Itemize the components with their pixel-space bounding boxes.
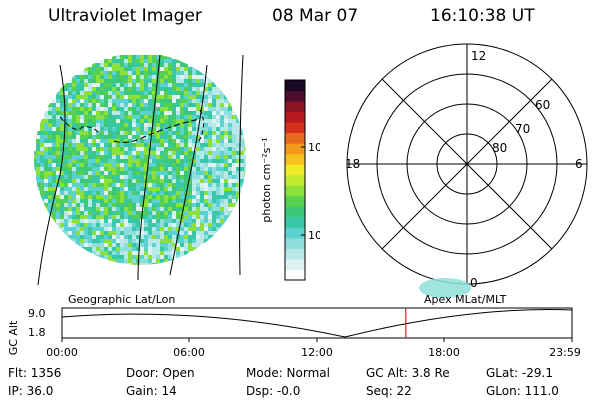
colorbar-segment xyxy=(285,227,305,239)
colorbar-unit-label: photon cm⁻²s⁻¹ xyxy=(260,137,273,222)
lat-label-70: 70 xyxy=(515,122,530,136)
geographic-grid-lines xyxy=(37,55,244,286)
door-status: Door: Open xyxy=(126,366,195,380)
observation-date: 08 Mar 07 xyxy=(272,6,359,26)
timeline-left-title: Geographic Lat/Lon xyxy=(68,293,176,306)
orbit-altitude-timeline: GC Alt 9.0 1.8 00:00 06:00 12:00 18:00 2… xyxy=(7,307,581,359)
timeline-y-axis-label: GC Alt xyxy=(7,320,20,355)
timeline-right-title: Apex MLat/MLT xyxy=(424,293,507,306)
colorbar-tick-10: 10 xyxy=(308,229,320,242)
sequence-number: Seq: 22 xyxy=(366,384,412,398)
colorbar-segment xyxy=(285,195,305,207)
mlt-label-18: 18 xyxy=(345,157,360,171)
gc-altitude: GC Alt: 3.8 Re xyxy=(366,366,450,380)
mlt-label-0: 0 xyxy=(470,276,478,290)
altitude-curve xyxy=(61,309,573,338)
colorbar-segment xyxy=(285,143,305,155)
colorbar-segment xyxy=(285,80,305,92)
latitude-rings xyxy=(346,43,588,285)
colorbar-segment xyxy=(285,153,305,165)
timeline-xtick-1800: 18:00 xyxy=(428,346,460,359)
dsp-value: Dsp: -0.0 xyxy=(246,384,301,398)
timeline-ytick-1-8: 1.8 xyxy=(28,326,46,339)
polar-emission-spot xyxy=(419,278,471,298)
colorbar-segment xyxy=(285,258,305,270)
colorbar-segment xyxy=(285,237,305,249)
colorbar-segment xyxy=(285,164,305,176)
colorbar-segment xyxy=(285,216,305,228)
colorbar-segment xyxy=(285,132,305,144)
colorbar-segment xyxy=(285,111,305,123)
timeline-xtick-0000: 00:00 xyxy=(46,346,78,359)
lat-label-60: 60 xyxy=(535,98,550,112)
colorbar-segment xyxy=(285,269,305,281)
gain-value: Gain: 14 xyxy=(126,384,177,398)
colorbar-tick-100: 100 xyxy=(308,141,320,154)
instrument-title: Ultraviolet Imager xyxy=(48,6,202,26)
flight-number: Flt: 1356 xyxy=(8,366,62,380)
mlt-label-6: 6 xyxy=(575,157,583,171)
colorbar-segment xyxy=(285,90,305,102)
timeline-xtick-0600: 06:00 xyxy=(173,346,205,359)
colorbar-segment xyxy=(285,185,305,197)
timeline-ytick-9: 9.0 xyxy=(28,307,46,320)
mlt-label-12: 12 xyxy=(471,49,486,63)
mode-status: Mode: Normal xyxy=(246,366,330,380)
intensity-colorbar: photon cm⁻²s⁻¹ 100 10 xyxy=(260,79,320,281)
colorbar-segment xyxy=(285,122,305,134)
ip-value: IP: 36.0 xyxy=(8,384,54,398)
uv-emission-pixels xyxy=(34,55,246,265)
observation-time: 16:10:38 UT xyxy=(430,6,535,26)
geographic-longitude: GLon: 111.0 xyxy=(486,384,559,398)
polar-mlt-plot: 12 18 6 0 60 70 80 xyxy=(345,43,588,298)
colorbar-segment xyxy=(285,174,305,186)
colorbar-segment xyxy=(285,101,305,113)
geographic-latitude: GLat: -29.1 xyxy=(486,366,553,380)
lat-label-80: 80 xyxy=(492,141,507,155)
colorbar-segment xyxy=(285,248,305,260)
colorbar-segment xyxy=(285,206,305,218)
uv-image-panel xyxy=(34,55,246,286)
timeline-xtick-2359: 23:59 xyxy=(549,346,581,359)
timeline-xtick-1200: 12:00 xyxy=(301,346,333,359)
